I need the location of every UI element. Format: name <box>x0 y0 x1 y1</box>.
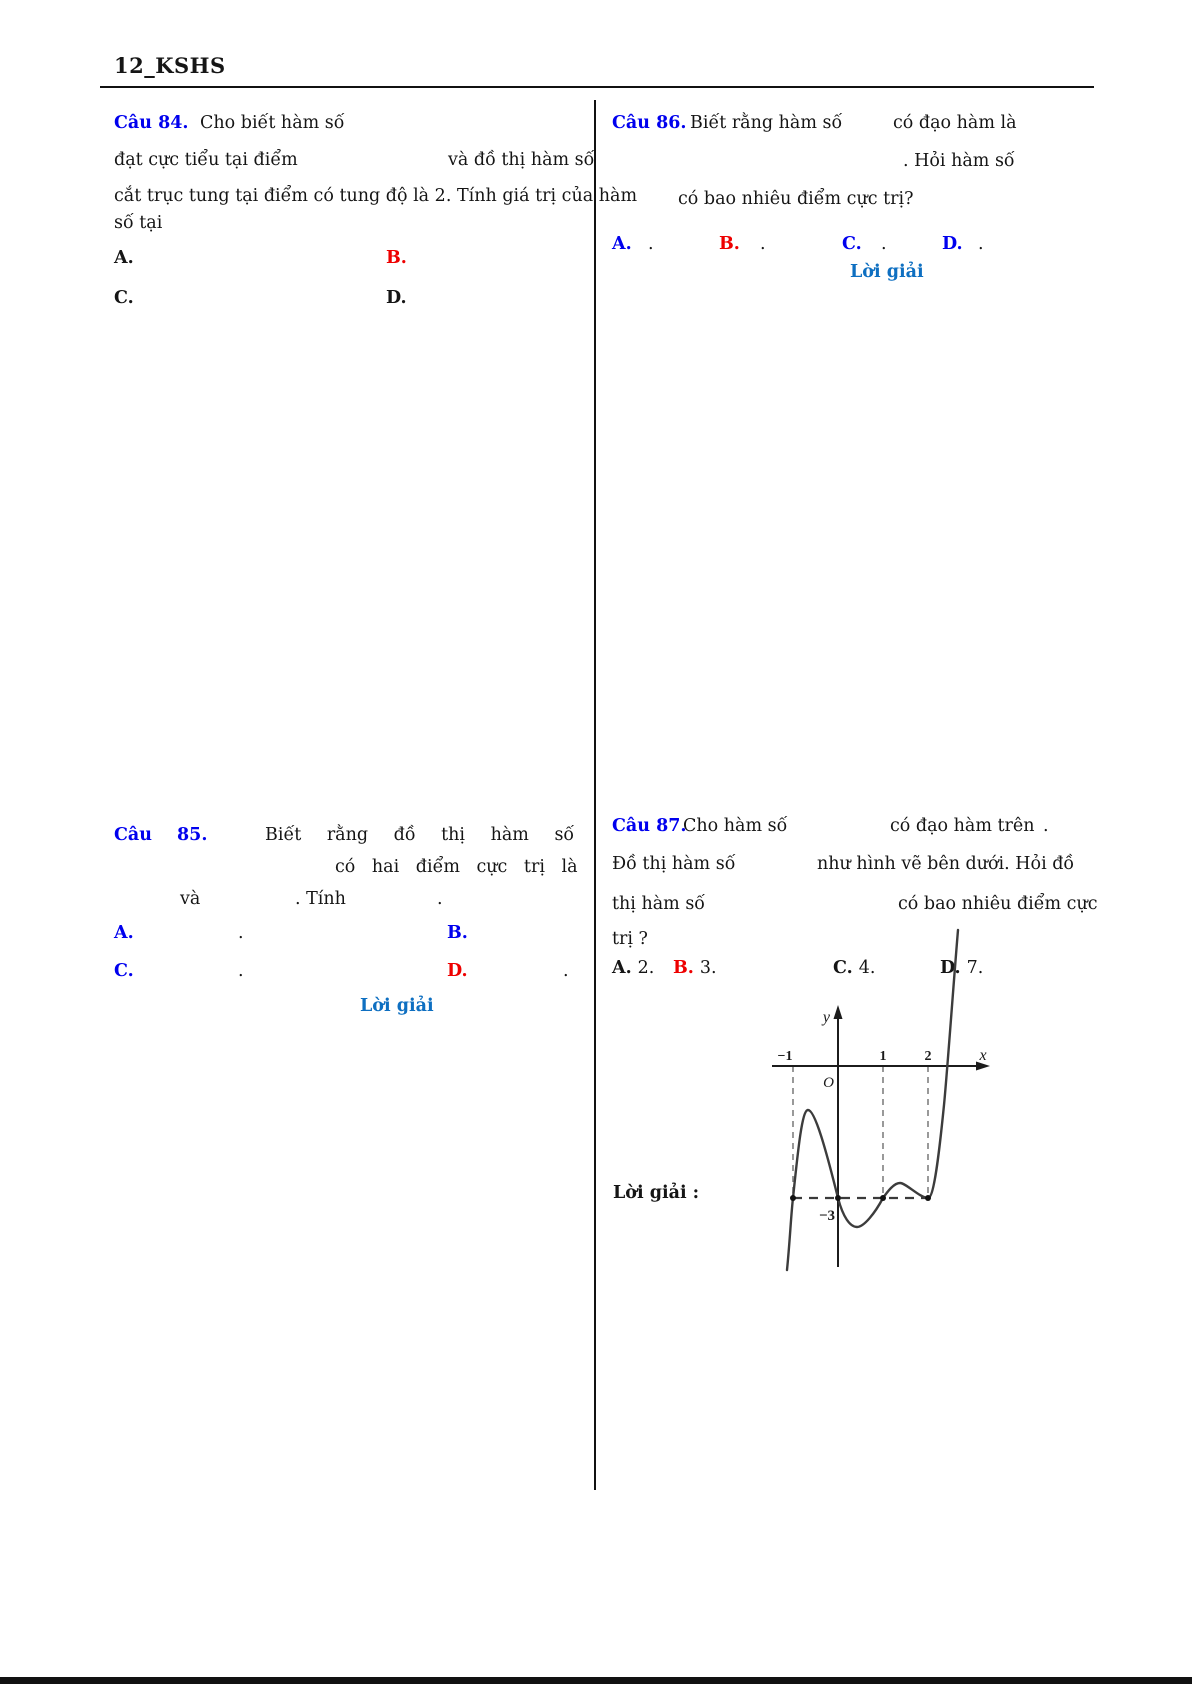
q85-line3b: . Tính <box>295 889 346 909</box>
function-graph: y x O −1 1 2 −3 <box>772 928 990 1272</box>
q87-line4: trị ? <box>612 929 648 949</box>
q87-option-a-value: 2. <box>637 958 655 978</box>
q87-number: Câu 87. <box>612 816 687 836</box>
q87-line3a: thị hàm số <box>612 894 706 914</box>
q84-option-b: B. <box>386 248 407 268</box>
q87-line1c: . <box>1043 816 1049 836</box>
q84-line3: cắt trục tung tại điểm có tung độ là 2. … <box>114 186 638 206</box>
q86-option-a-period: . <box>648 234 654 254</box>
q87-option-a: A. 2. <box>612 957 654 980</box>
q86-line1a: Biết rằng hàm số <box>690 113 843 133</box>
q85-line3c: . <box>437 889 443 909</box>
q85-option-c-period: . <box>238 961 244 981</box>
column-divider <box>594 100 596 1490</box>
q86-option-c-period: . <box>881 234 887 254</box>
origin-label: O <box>823 1075 834 1091</box>
q85-number2: 85. <box>177 825 208 845</box>
q86-solution-label: Lời giải <box>850 262 924 282</box>
header-rule <box>100 86 1094 88</box>
q87-option-a-letter: A. <box>612 958 632 978</box>
q87-line1a: Cho hàm số <box>683 816 788 836</box>
q86-line2: . Hỏi hàm số <box>903 151 1015 171</box>
x-axis-label: x <box>978 1047 986 1064</box>
x-axis-arrow-icon <box>976 1061 990 1071</box>
point-0-minus3 <box>835 1195 841 1201</box>
x-tick-1: 1 <box>880 1049 887 1064</box>
q86-line1b: có đạo hàm là <box>893 113 1017 133</box>
q86-option-b-period: . <box>760 234 766 254</box>
q85-option-b: B. <box>447 923 468 943</box>
q85-option-a: A. <box>114 923 134 943</box>
q87-line1b: có đạo hàm trên <box>890 816 1035 836</box>
q85-option-d: D. <box>447 961 468 981</box>
q85-number: Câu <box>114 825 152 845</box>
x-tick-minus1: −1 <box>778 1049 793 1064</box>
q85-solution-label: Lời giải <box>360 996 434 1016</box>
q84-option-a: A. <box>114 248 134 268</box>
function-curve <box>785 928 960 1272</box>
q84-line4: số tại <box>114 213 163 233</box>
q84-number: Câu 84. <box>114 113 189 133</box>
q87-option-b: B. 3. <box>673 957 717 980</box>
q85-line3a: và <box>180 889 201 909</box>
point-minus1-minus3 <box>790 1195 796 1201</box>
q86-option-b: B. <box>719 234 740 254</box>
q86-line3: có bao nhiêu điểm cực trị? <box>678 189 914 209</box>
y-axis-label: y <box>821 1009 831 1026</box>
q86-option-a: A. <box>612 234 632 254</box>
q87-option-b-letter: B. <box>673 958 694 978</box>
q86-option-d-period: . <box>978 234 984 254</box>
q87-option-c-value: 4. <box>858 958 876 978</box>
y-axis-arrow-icon <box>833 1005 843 1019</box>
y-level-minus3: −3 <box>819 1208 835 1224</box>
q85-option-d-period: . <box>563 961 569 981</box>
q87-line2b: như hình vẽ bên dưới. Hỏi đồ <box>817 854 1075 874</box>
q87-line2a: Đồ thị hàm số <box>612 854 736 874</box>
x-tick-2: 2 <box>925 1049 932 1064</box>
q86-option-d: D. <box>942 234 963 254</box>
point-1-minus3 <box>880 1195 886 1201</box>
page-title: 12_KSHS <box>114 53 226 78</box>
bottom-bar <box>0 1677 1192 1684</box>
q85-line2: có hai điểm cực trị là <box>335 857 578 877</box>
q87-option-d-value: 7. <box>966 958 984 978</box>
point-2-minus3 <box>925 1195 931 1201</box>
q84-line2a: đạt cực tiểu tại điểm <box>114 150 298 170</box>
q84-line2b: và đồ thị hàm số <box>448 150 595 170</box>
q87-line3b: có bao nhiêu điểm cực <box>898 894 1098 914</box>
q85-option-c: C. <box>114 961 134 981</box>
q84-intro: Cho biết hàm số <box>200 113 345 133</box>
q85-option-a-period: . <box>238 923 244 943</box>
q84-option-d: D. <box>386 288 407 308</box>
q86-option-c: C. <box>842 234 862 254</box>
q87-option-c: C. 4. <box>833 957 875 980</box>
q87-option-c-letter: C. <box>833 958 853 978</box>
q85-line1: Biết rằng đồ thị hàm số <box>265 825 575 845</box>
q87-solution-label: Lời giải : <box>613 1183 700 1203</box>
q84-option-c: C. <box>114 288 134 308</box>
q86-number: Câu 86. <box>612 113 687 133</box>
q87-option-b-value: 3. <box>699 958 717 978</box>
